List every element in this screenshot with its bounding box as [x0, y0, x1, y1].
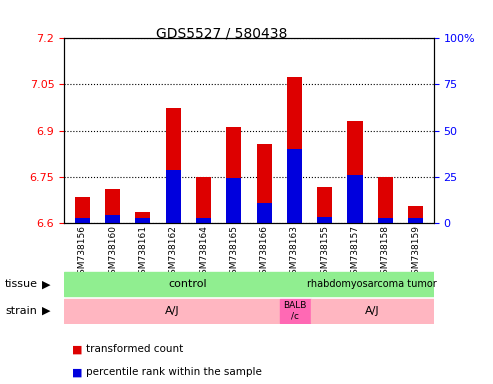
Text: GSM738156: GSM738156 — [78, 225, 87, 280]
Bar — [317, 217, 332, 223]
Bar — [287, 149, 302, 223]
Text: GSM738163: GSM738163 — [290, 225, 299, 280]
Text: transformed count: transformed count — [86, 344, 183, 354]
Bar — [311, 272, 434, 296]
Text: BALB
/c: BALB /c — [283, 301, 307, 321]
Bar — [348, 121, 363, 223]
Bar — [75, 218, 90, 223]
Text: tissue: tissue — [5, 279, 38, 289]
Text: A/J: A/J — [165, 306, 179, 316]
Bar — [317, 187, 332, 223]
Text: GSM738164: GSM738164 — [199, 225, 208, 280]
Text: GSM738160: GSM738160 — [108, 225, 117, 280]
Text: ▶: ▶ — [42, 279, 50, 289]
Text: GSM738165: GSM738165 — [229, 225, 238, 280]
Text: GSM738158: GSM738158 — [381, 225, 390, 280]
Bar — [135, 218, 150, 223]
Bar — [105, 189, 120, 223]
Bar — [64, 272, 311, 296]
Bar — [378, 218, 393, 223]
Bar — [166, 170, 181, 223]
Bar — [226, 127, 242, 223]
Bar — [378, 177, 393, 223]
Bar — [105, 215, 120, 223]
Bar — [75, 197, 90, 223]
Text: ■: ■ — [71, 344, 82, 354]
Text: GSM738162: GSM738162 — [169, 225, 177, 280]
Bar — [348, 175, 363, 223]
Text: A/J: A/J — [365, 306, 380, 316]
Bar — [408, 218, 423, 223]
Text: strain: strain — [5, 306, 37, 316]
Text: ▶: ▶ — [42, 306, 50, 316]
Bar — [226, 178, 242, 223]
Text: GSM738161: GSM738161 — [139, 225, 147, 280]
Bar — [280, 299, 311, 323]
Bar — [311, 299, 434, 323]
Text: GDS5527 / 580438: GDS5527 / 580438 — [156, 27, 287, 41]
Text: GSM738155: GSM738155 — [320, 225, 329, 280]
Text: percentile rank within the sample: percentile rank within the sample — [86, 367, 262, 377]
Text: GSM738157: GSM738157 — [351, 225, 359, 280]
Bar — [196, 177, 211, 223]
Text: GSM738166: GSM738166 — [260, 225, 269, 280]
Text: control: control — [168, 279, 207, 289]
Text: GSM738159: GSM738159 — [411, 225, 420, 280]
Bar — [408, 206, 423, 223]
Bar — [135, 212, 150, 223]
Bar — [256, 203, 272, 223]
Bar — [64, 299, 280, 323]
Bar — [287, 77, 302, 223]
Text: rhabdomyosarcoma tumor: rhabdomyosarcoma tumor — [307, 279, 437, 289]
Bar — [166, 108, 181, 223]
Text: ■: ■ — [71, 367, 82, 377]
Bar — [196, 218, 211, 223]
Bar — [256, 144, 272, 223]
